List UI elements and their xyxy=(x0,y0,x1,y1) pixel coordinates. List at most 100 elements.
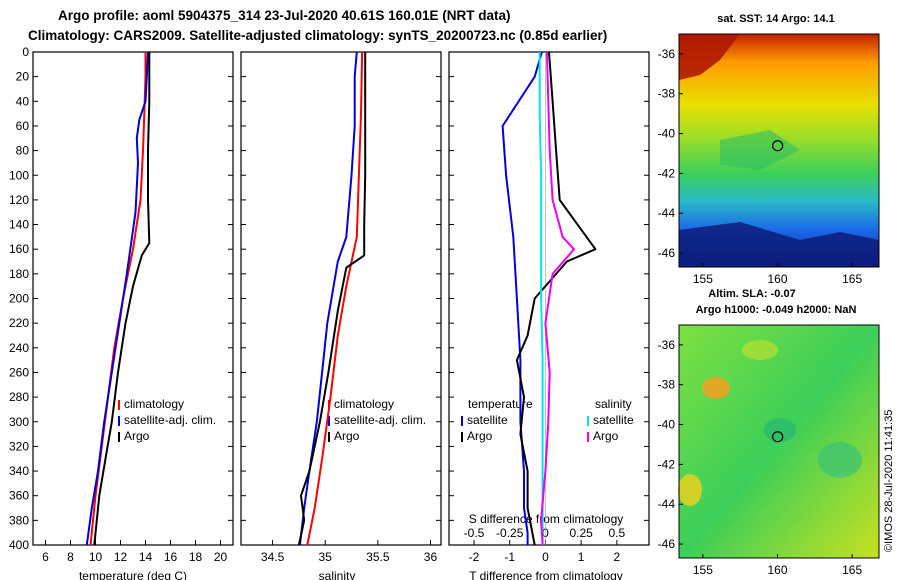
legend-satellite-adj: satellite-adj. clim. xyxy=(124,413,216,427)
x-tick-label: -2 xyxy=(469,550,480,564)
map-y-tick-label: -46 xyxy=(658,246,676,260)
series-climatology xyxy=(306,51,364,546)
sst_map-marks: 155 160 165 -36 -38 -40 -42 -44 -46 xyxy=(658,47,863,286)
y-tick-label: 400 xyxy=(9,538,29,552)
x-tick-label: 18 xyxy=(189,550,203,564)
y-tick-label: 200 xyxy=(9,292,29,306)
difference-marks: -2 -1 0 1 2-0.5 -0.25 0 0.25 0.5 xyxy=(449,51,649,564)
y-tick-label: 220 xyxy=(9,316,29,330)
map-y-tick-label: -42 xyxy=(658,166,676,180)
legend-t-argo: Argo xyxy=(467,429,493,443)
x-tick-label: 2 xyxy=(614,550,621,564)
series-t-satellite xyxy=(501,51,543,545)
series-s-satellite xyxy=(538,52,544,545)
series-argo xyxy=(93,52,151,546)
map-y-tick-label: -38 xyxy=(658,87,676,101)
map-y-tick-label: -40 xyxy=(658,418,676,432)
temperature-marks: 0 20 40 60 80 100 120 140 160 180 200 220 240 260 280 3… xyxy=(9,45,233,564)
x-tick-label: 10 xyxy=(89,550,103,564)
series-argo xyxy=(297,52,367,546)
sla-frame xyxy=(678,324,880,559)
map-y-tick-label: -44 xyxy=(658,206,676,220)
difference-x2label: S difference from climatology xyxy=(469,512,624,526)
x-tick-label: 8 xyxy=(67,550,74,564)
sla-high-patch xyxy=(678,474,702,506)
x-tick-label: 35.5 xyxy=(366,550,390,564)
x-tick-label: 20 xyxy=(214,550,228,564)
y-tick-label: 240 xyxy=(9,341,29,355)
map-y-tick-label: -40 xyxy=(658,127,676,141)
sla-high-patch xyxy=(702,377,730,399)
imos-stamp: ©IMOS 28-Jul-2020 11:41:35 xyxy=(883,410,895,552)
y-tick-label: 380 xyxy=(9,513,29,527)
title-line1: Argo profile: aoml 5904375_314 23-Jul-20… xyxy=(58,8,510,23)
argo-location-marker xyxy=(772,140,784,152)
sla_map-marks: 155 160 165 -36 -38 -40 -42 -44 -46 xyxy=(658,338,863,577)
legend-s-argo: Argo xyxy=(593,429,619,443)
legend-satellite-adj: satellite-adj. clim. xyxy=(334,413,426,427)
legend-header-salinity: salinity xyxy=(595,397,632,411)
temperature-legend: climatology satellite-adj. clim. Argo xyxy=(118,397,216,443)
sst-front-patch xyxy=(720,130,800,170)
legend-header-temperature: temperature xyxy=(468,397,533,411)
x-tick-label: 6 xyxy=(42,550,49,564)
salinity-legend: climatology satellite-adj. clim. Argo xyxy=(328,397,426,443)
x-tick-label: 12 xyxy=(114,550,128,564)
difference-legend: temperature salinity satellite Argo sate… xyxy=(461,397,634,443)
x2-tick-label: 0.25 xyxy=(569,526,593,540)
sst-warm-patch xyxy=(679,34,740,80)
temperature-frame xyxy=(32,51,234,546)
y-tick-label: 100 xyxy=(9,168,29,182)
x-tick-label: 36 xyxy=(424,550,438,564)
difference-xlabel: T difference from climatology xyxy=(469,569,623,580)
x2-tick-label: -0.25 xyxy=(496,526,524,540)
series-satellite-adj-clim- xyxy=(85,51,149,546)
map-x-tick-label: 160 xyxy=(767,563,787,577)
map-y-tick-label: -44 xyxy=(658,497,676,511)
sla-map-title: Altim. SLA: -0.07 xyxy=(708,288,795,300)
y-tick-label: 320 xyxy=(9,439,29,453)
sla-low-patch xyxy=(764,418,796,442)
legend-argo: Argo xyxy=(334,429,360,443)
x2-tick-label: 0.5 xyxy=(609,526,626,540)
legend-t-satellite: satellite xyxy=(467,413,508,427)
sla-low-patch xyxy=(818,442,862,478)
y-tick-label: 360 xyxy=(9,489,29,503)
map-y-tick-label: -36 xyxy=(658,47,676,61)
argo-location-marker xyxy=(772,431,784,443)
y-tick-label: 140 xyxy=(9,218,29,232)
map-x-tick-label: 155 xyxy=(693,563,713,577)
x-tick-label: 1 xyxy=(578,550,585,564)
map-x-tick-label: 165 xyxy=(842,272,862,286)
series-t-argo xyxy=(515,51,597,546)
y-tick-label: 280 xyxy=(9,390,29,404)
title-line2: Climatology: CARS2009. Satellite-adjuste… xyxy=(28,28,607,43)
sst-cold-patch xyxy=(679,222,879,267)
sla-mid-patch xyxy=(742,340,778,360)
legend-climatology: climatology xyxy=(334,397,394,411)
y-tick-label: 0 xyxy=(22,45,29,59)
sst-map: sat. SST: 14 Argo: 14.1 xyxy=(678,13,880,268)
y-tick-label: 300 xyxy=(9,415,29,429)
temperature-xlabel: temperature (deg C) xyxy=(79,569,187,580)
legend-climatology: climatology xyxy=(124,397,184,411)
y-tick-label: 20 xyxy=(16,70,30,84)
map-y-tick-label: -36 xyxy=(658,338,676,352)
series-s-argo xyxy=(540,51,575,546)
salinity-xlabel: salinity xyxy=(319,569,356,580)
legend-s-satellite: satellite xyxy=(593,413,634,427)
y-tick-label: 260 xyxy=(9,365,29,379)
sst-map-title: sat. SST: 14 Argo: 14.1 xyxy=(717,13,835,25)
y-tick-label: 40 xyxy=(16,94,30,108)
sst-frame xyxy=(678,33,880,268)
y-tick-label: 60 xyxy=(16,119,30,133)
temperature-panel: temperature (deg C) xyxy=(32,51,234,580)
x-tick-label: 34.5 xyxy=(261,550,285,564)
x-tick-label: -1 xyxy=(504,550,515,564)
y-tick-label: 80 xyxy=(16,144,30,158)
series-satellite-adj-clim- xyxy=(298,51,358,546)
x-tick-label: 16 xyxy=(164,550,178,564)
map-y-tick-label: -42 xyxy=(658,457,676,471)
legend-argo: Argo xyxy=(124,429,150,443)
